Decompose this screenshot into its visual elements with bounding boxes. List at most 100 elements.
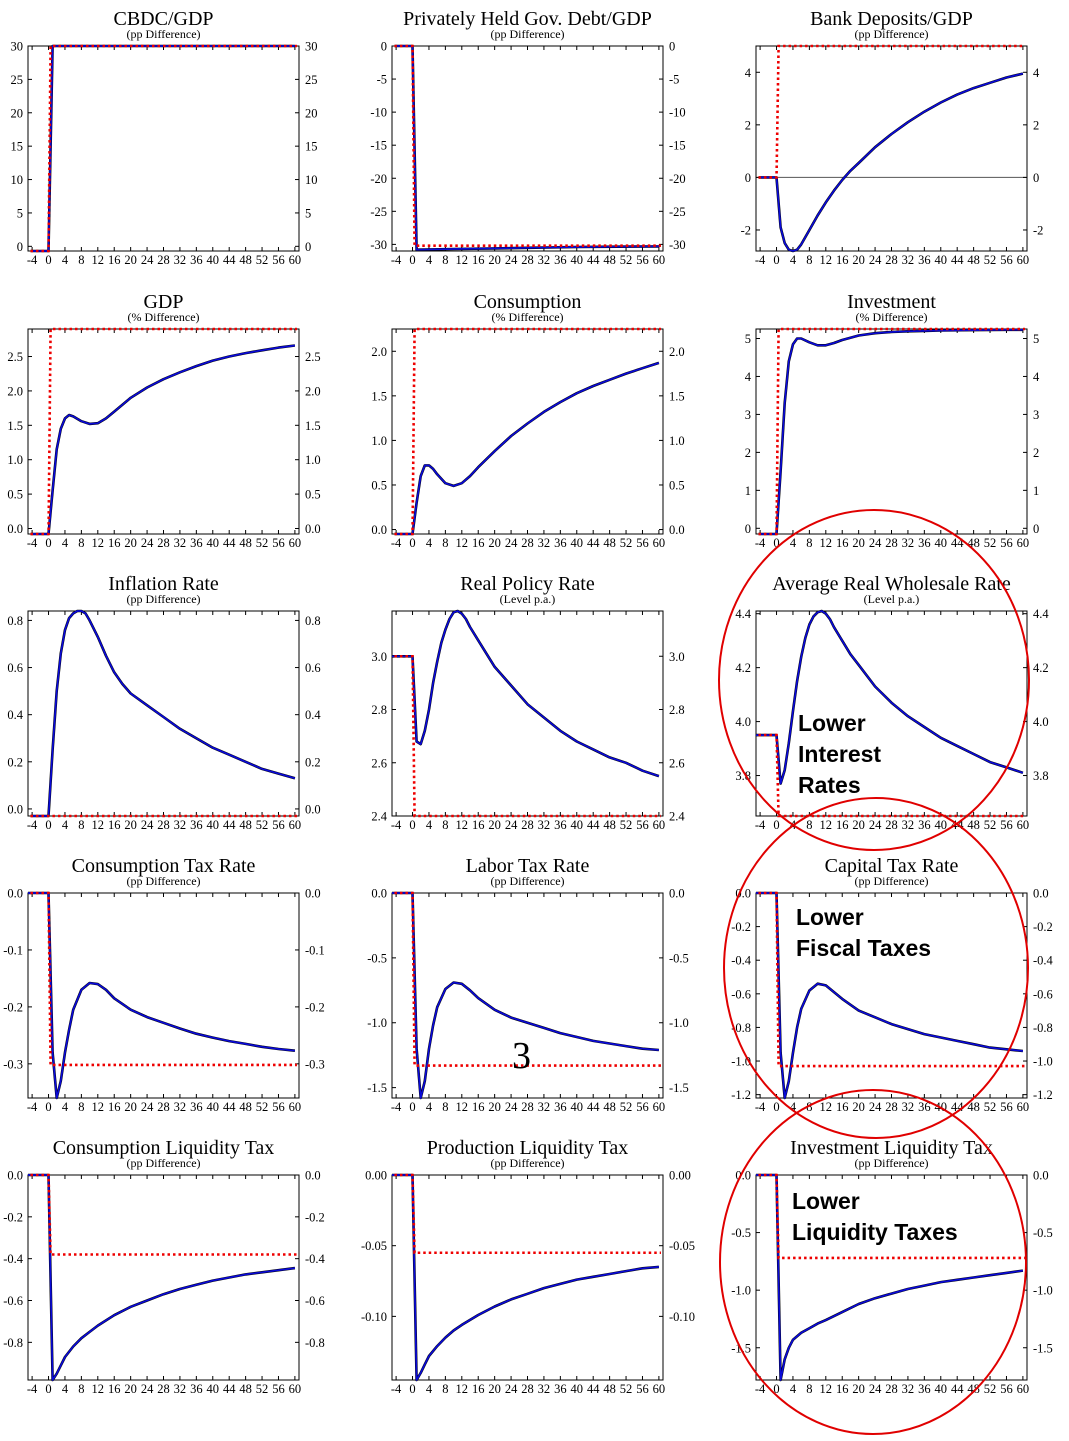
plot-frame <box>391 610 664 817</box>
x-tick-label: 48 <box>239 536 252 550</box>
chart-subtitle: (pp Difference) <box>126 27 200 41</box>
x-tick-label: 48 <box>967 536 980 550</box>
x-tick-label: -4 <box>27 536 38 550</box>
x-tick-label: 0 <box>45 1382 51 1396</box>
chart-panel: Investment Liquidity Tax(pp Difference) -… <box>731 1137 1053 1396</box>
y-tick-label-right: 10 <box>305 173 318 187</box>
x-tick-label: 40 <box>207 1100 220 1114</box>
chart-panel: Consumption Tax Rate(pp Difference)-4 0 4 8… <box>3 855 325 1114</box>
y-tick-label-left: 0.0 <box>7 1169 23 1183</box>
x-tick-label: 24 <box>505 536 518 550</box>
y-tick-label-right: 0.0 <box>305 1169 321 1183</box>
series-line-shadow <box>394 44 659 251</box>
y-tick-label-right: 4 <box>1033 66 1040 80</box>
x-tick-label: 48 <box>967 253 980 267</box>
plot-frame <box>391 1174 664 1381</box>
x-tick-label: 4 <box>62 818 69 832</box>
x-tick-label: 36 <box>190 536 203 550</box>
y-tick-label-right: 2.6 <box>669 756 685 770</box>
x-tick-label: 24 <box>505 253 518 267</box>
x-tick-label: 16 <box>836 536 849 550</box>
x-tick-label: 60 <box>289 1100 302 1114</box>
y-tick-label-left: -0.2 <box>3 1210 23 1224</box>
y-tick-label-right: 20 <box>305 106 318 120</box>
x-tick-label: 24 <box>141 818 154 832</box>
x-tick-label: 36 <box>190 1100 203 1114</box>
series-line <box>30 344 296 535</box>
y-tick-label-left: 0.00 <box>365 1169 387 1183</box>
x-tick-label: 12 <box>820 536 833 550</box>
x-tick-label: 20 <box>488 253 501 267</box>
x-tick-label: 32 <box>174 1100 187 1114</box>
chart-title: Investment Liquidity Tax <box>790 1137 993 1159</box>
series-line-shadow <box>28 891 296 1100</box>
x-tick-label: 36 <box>190 253 203 267</box>
series-line <box>394 45 659 251</box>
x-tick-label: 8 <box>806 818 812 832</box>
y-tick-label-left: 0.8 <box>7 614 23 628</box>
y-tick-label-left: 0.0 <box>735 887 751 901</box>
x-tick-label: 24 <box>141 1100 154 1114</box>
x-tick-label: 48 <box>967 818 980 832</box>
x-tick-label: -4 <box>27 1100 38 1114</box>
chart-subtitle: (pp Difference) <box>854 874 928 888</box>
y-tick-label-right: -0.4 <box>305 1252 326 1266</box>
annotation-line: Lower <box>796 904 864 930</box>
y-tick-label-right: 2.4 <box>669 810 685 824</box>
x-tick-label: 44 <box>587 253 600 267</box>
y-tick-label-right: 0.0 <box>1033 887 1049 901</box>
series-line <box>756 892 1023 1099</box>
x-tick-label: 32 <box>538 253 551 267</box>
x-tick-label: 60 <box>653 536 666 550</box>
y-tick-label-right: -0.6 <box>1033 987 1053 1001</box>
y-tick-label-left: 3.0 <box>371 650 387 664</box>
y-tick-label-left: 30 <box>11 40 24 54</box>
x-tick-label: 44 <box>223 818 236 832</box>
x-tick-label: 20 <box>852 253 865 267</box>
y-tick-label-left: -0.05 <box>361 1239 387 1253</box>
plot-frame <box>391 328 664 535</box>
x-tick-label: 8 <box>806 253 812 267</box>
chart-subtitle: (% Difference) <box>127 310 199 324</box>
x-tick-label: 48 <box>239 1100 252 1114</box>
x-tick-label: 32 <box>902 818 915 832</box>
x-tick-label: 28 <box>885 536 898 550</box>
x-tick-label: 16 <box>836 1100 849 1114</box>
x-tick-label: 4 <box>426 536 433 550</box>
x-tick-label: 16 <box>108 1382 121 1396</box>
chart-panel: GDP(% Difference)-4 0 4 8 12 16 20 24 28 32 36 40 44… <box>7 291 320 550</box>
y-tick-label-left: 2.5 <box>7 350 23 364</box>
y-tick-label-right: 30 <box>305 40 318 54</box>
y-tick-label-left: 2.0 <box>7 384 23 398</box>
y-tick-label-left: -0.1 <box>3 943 23 957</box>
y-tick-label-left: 4 <box>745 66 752 80</box>
x-tick-label: 56 <box>272 1100 285 1114</box>
x-tick-label: 44 <box>223 536 236 550</box>
steady-state-line <box>30 44 297 253</box>
x-tick-label: 52 <box>984 1100 997 1114</box>
y-tick-label-left: -15 <box>370 139 387 153</box>
y-tick-label-left: 15 <box>11 140 24 154</box>
x-tick-label: 20 <box>488 818 501 832</box>
x-tick-label: 12 <box>456 253 469 267</box>
chart-title: Real Policy Rate <box>460 573 595 595</box>
x-tick-label: 0 <box>773 536 779 550</box>
x-tick-label: 60 <box>1017 536 1030 550</box>
x-tick-label: 36 <box>190 818 203 832</box>
x-tick-label: 36 <box>918 1382 931 1396</box>
y-tick-label-left: 3.8 <box>735 769 751 783</box>
x-tick-label: -4 <box>27 253 38 267</box>
chart-title: Privately Held Gov. Debt/GDP <box>403 8 652 30</box>
y-tick-label-left: 0 <box>745 522 751 536</box>
x-tick-label: 16 <box>108 818 121 832</box>
chart-panel: Consumption Liquidity Tax(pp Difference)… <box>3 1137 325 1396</box>
y-tick-label-right: -5 <box>669 73 679 87</box>
x-tick-label: 28 <box>885 1382 898 1396</box>
x-tick-label: 20 <box>852 1100 865 1114</box>
y-tick-label-right: 5 <box>305 206 311 220</box>
y-tick-label-right: 2.8 <box>669 703 685 717</box>
x-tick-label: -4 <box>755 253 766 267</box>
chart-panel: Average Real Wholesale Rate(Level p.a.) -… <box>735 573 1049 832</box>
y-tick-label-right: -0.4 <box>1033 954 1054 968</box>
y-tick-label-right: 2.0 <box>669 345 685 359</box>
